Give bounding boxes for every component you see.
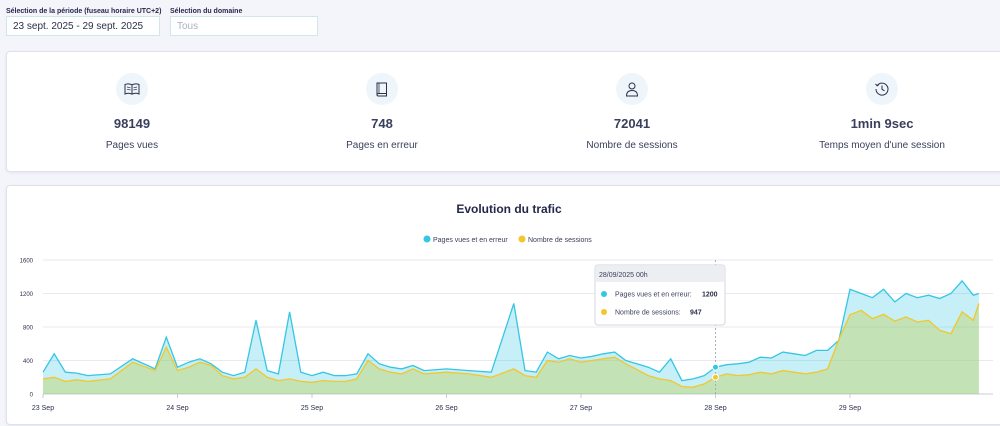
clock-history-icon [866,73,898,105]
tooltip-marker-pages [601,291,607,297]
y-tick-label: 400 [23,359,34,365]
tooltip-value-pages: 1200 [702,292,718,299]
x-tick-label: 27 Sep [570,405,592,412]
y-tick-label: 1600 [20,259,34,265]
x-tick-label: 24 Sep [166,405,188,412]
tooltip-marker-sessions [601,309,607,315]
tooltip-value-sessions: 947 [690,310,702,317]
stat-value: 72041 [613,116,651,131]
tooltip-header [596,266,724,282]
y-tick-label: 800 [23,326,34,332]
x-tick-label: 29 Sep [839,405,861,412]
book-icon [366,73,398,105]
stat-pages-errors: 748 Pages en erreur [257,52,507,173]
x-tick-label: 26 Sep [435,405,457,412]
stats-card: 98149 Pages vues 748 Pages en erreur 720… [6,51,1000,172]
stat-label: Pages vues [105,140,159,151]
legend-item-sessions[interactable]: Nombre de sessions [528,237,592,244]
series-line-0 [42,279,980,382]
hover-point-1 [712,373,719,381]
chart-legend: Pages vues et en erreur Nombre de sessio… [423,235,592,244]
series-area-0 [43,280,979,394]
legend-marker-pages [423,235,431,243]
book-open-icon [116,73,148,105]
x-tick-label: 23 Sep [32,405,54,412]
traffic-chart: Evolution du trafic Pages vues et en err… [20,202,993,412]
period-label: Sélection de la période (fuseau horaire … [6,8,162,15]
stat-label: Nombre de sessions [586,140,678,151]
period-date-range-input[interactable]: 23 sept. 2025 - 29 sept. 2025 [6,16,160,36]
stat-label: Temps moyen d'une session [819,140,945,151]
traffic-chart-card: Evolution du trafic Pages vues et en err… [6,185,1000,425]
tooltip-label-sessions: Nombre de sessions: [615,310,681,317]
stat-value: 1min 9sec [850,116,914,131]
legend-marker-sessions [518,235,526,243]
x-tick-label: 28 Sep [704,405,726,412]
tooltip-title: 28/09/2025 00h [599,272,648,279]
domain-select[interactable]: Tous [170,16,318,36]
hover-point-0 [712,363,719,371]
stat-sessions: 72041 Nombre de sessions [507,52,757,173]
series-line-1 [42,303,980,388]
stat-pages-views: 98149 Pages vues [7,52,257,173]
x-tick-label: 25 Sep [301,405,323,412]
stat-value: 748 [371,116,393,131]
legend-item-pages[interactable]: Pages vues et en erreur [433,237,508,244]
user-icon [616,73,648,105]
y-tick-label: 0 [30,393,34,399]
series-area-1 [43,303,979,394]
domain-label: Sélection du domaine [170,8,243,15]
stat-label: Pages en erreur [346,140,418,151]
chart-title: Evolution du trafic [456,202,562,216]
stat-value: 98149 [113,116,151,131]
tooltip-label-pages: Pages vues et en erreur: [615,292,692,299]
y-tick-label: 1200 [20,292,34,298]
stat-avg-session-time: 1min 9sec Temps moyen d'une session [757,52,1000,173]
chart-tooltip: 28/09/2025 00h Pages vues et en erreur: … [594,264,726,326]
